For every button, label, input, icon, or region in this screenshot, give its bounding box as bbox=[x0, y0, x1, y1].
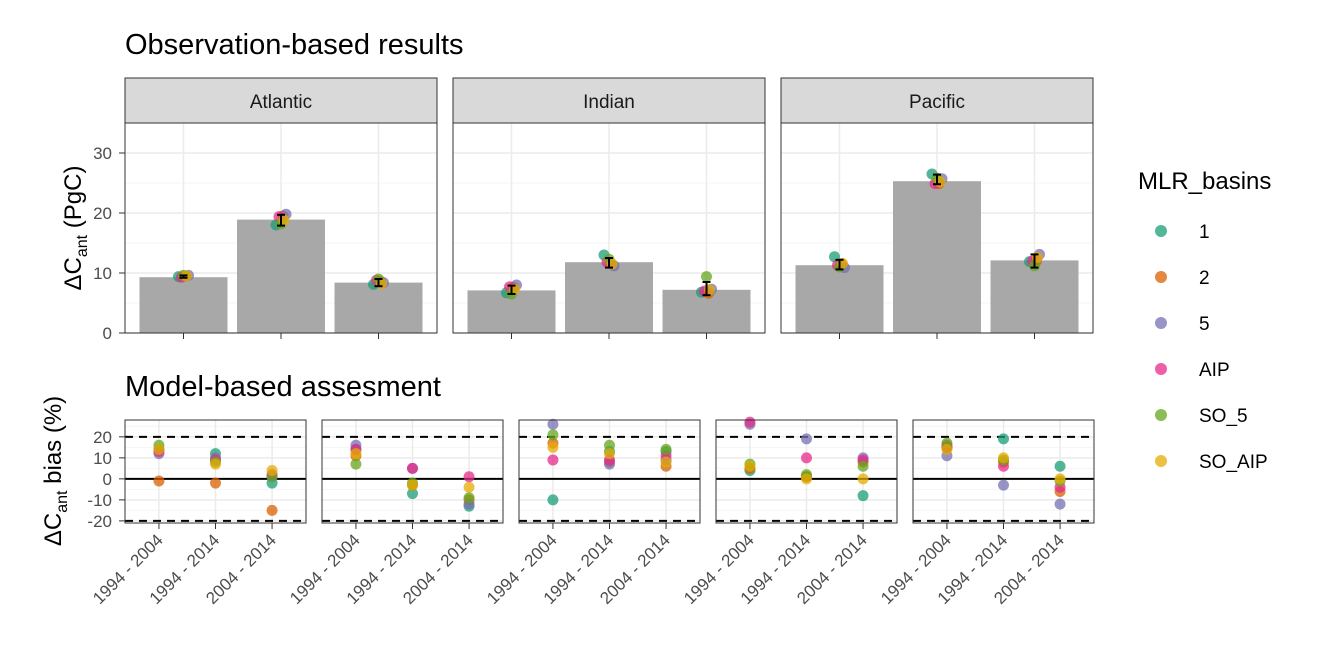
obs-point bbox=[701, 271, 712, 283]
bias-point bbox=[998, 452, 1009, 464]
legend-key bbox=[1155, 455, 1167, 467]
facet-label: Atlantic bbox=[250, 92, 312, 113]
legend-key bbox=[1155, 409, 1167, 421]
facet-strip bbox=[452, 77, 766, 124]
legend-key bbox=[1155, 271, 1167, 283]
bias-point bbox=[660, 443, 672, 455]
bias-point bbox=[801, 473, 812, 485]
top-y-label-tail: (PgC) bbox=[60, 166, 87, 235]
bias-point bbox=[1054, 460, 1066, 472]
bar bbox=[237, 219, 325, 333]
bar bbox=[139, 277, 228, 333]
bias-point bbox=[266, 504, 278, 516]
panel-border bbox=[518, 419, 701, 524]
legend-key bbox=[1155, 317, 1167, 329]
bias-point bbox=[350, 448, 362, 460]
top-chart: 0 10 20 30 Atlantic Indian Pacific bbox=[93, 77, 1094, 343]
panel-border bbox=[124, 122, 438, 334]
legend-label: 2 bbox=[1199, 268, 1210, 289]
legend-label: 5 bbox=[1199, 314, 1210, 335]
bar bbox=[990, 260, 1079, 333]
bias-point bbox=[857, 490, 869, 502]
legend-key bbox=[1155, 363, 1167, 375]
bias-point bbox=[463, 471, 475, 483]
facet-strip bbox=[780, 77, 1094, 124]
top-y-tick-label: 0 bbox=[103, 324, 112, 343]
bias-point bbox=[407, 488, 418, 500]
bias-point bbox=[547, 454, 559, 466]
bias-point bbox=[210, 477, 221, 489]
bias-point bbox=[801, 452, 812, 464]
bottom-y-tick-label: 20 bbox=[93, 428, 112, 447]
legend-label: AIP bbox=[1199, 360, 1230, 381]
panel-border bbox=[912, 419, 1095, 524]
bias-point bbox=[604, 448, 615, 460]
bias-point bbox=[153, 443, 165, 455]
bottom-y-label-sub: ant bbox=[54, 490, 71, 513]
bottom-y-tick-label: 10 bbox=[93, 449, 112, 468]
bias-point bbox=[801, 433, 812, 445]
legend-label: SO_5 bbox=[1199, 406, 1248, 427]
bias-point bbox=[547, 494, 559, 506]
bias-point bbox=[547, 418, 559, 430]
legend-label: 1 bbox=[1199, 222, 1210, 243]
bias-point bbox=[1054, 473, 1066, 485]
top-y-label-main: ΔC bbox=[60, 257, 87, 290]
panel-border bbox=[452, 122, 766, 334]
bar bbox=[565, 262, 653, 333]
facet-strip bbox=[124, 77, 438, 124]
svg-text:ΔCant (PgC): ΔCant (PgC) bbox=[60, 166, 91, 291]
bias-point bbox=[547, 441, 559, 453]
bias-point bbox=[857, 473, 869, 485]
legend-label: SO_AIP bbox=[1199, 452, 1268, 473]
panel-border bbox=[124, 419, 307, 524]
bias-point bbox=[210, 458, 221, 470]
panel-border bbox=[780, 122, 1094, 334]
svg-text:ΔCant bias (%): ΔCant bias (%) bbox=[40, 396, 71, 546]
top-y-axis-label: ΔCant (PgC) bbox=[60, 166, 91, 291]
bottom-y-label-main: ΔC bbox=[40, 513, 67, 546]
legend-title: MLR_basins bbox=[1138, 168, 1271, 195]
facet-label: Indian bbox=[583, 92, 635, 113]
bias-point bbox=[153, 475, 165, 487]
bias-point bbox=[857, 460, 869, 472]
bias-point bbox=[463, 481, 475, 493]
bias-point bbox=[660, 456, 672, 468]
bias-point bbox=[407, 479, 418, 491]
bias-point bbox=[941, 443, 953, 455]
top-y-tick-label: 30 bbox=[93, 144, 112, 163]
bias-point bbox=[604, 439, 615, 451]
top-y-tick-label: 20 bbox=[93, 204, 112, 223]
bias-point bbox=[350, 458, 362, 470]
bias-point bbox=[463, 492, 475, 504]
bottom-y-axis-label: ΔCant bias (%) bbox=[40, 396, 71, 546]
bias-point bbox=[744, 460, 756, 472]
top-y-tick-label: 10 bbox=[93, 264, 112, 283]
top-y-label-sub: ant bbox=[74, 234, 91, 257]
bias-point bbox=[998, 433, 1009, 445]
bias-point bbox=[998, 479, 1009, 491]
bias-point bbox=[407, 462, 418, 474]
bar bbox=[334, 282, 423, 333]
bias-point bbox=[744, 416, 756, 428]
bias-point bbox=[1054, 498, 1066, 510]
bar bbox=[893, 181, 981, 333]
bias-point bbox=[547, 429, 559, 441]
panel-border bbox=[321, 419, 504, 524]
top-chart-title: Observation-based results bbox=[125, 29, 464, 61]
bar bbox=[795, 265, 884, 333]
legend-items: 1 2 5 AIP SO_5 SO_AIP bbox=[1155, 222, 1268, 473]
bias-point bbox=[266, 464, 278, 476]
bottom-chart-title: Model-based assesment bbox=[125, 371, 441, 403]
bottom-y-label-tail: bias (%) bbox=[40, 396, 67, 491]
bottom-y-tick-label: 0 bbox=[103, 470, 112, 489]
legend-key bbox=[1155, 225, 1167, 237]
legend: MLR_basins 1 2 5 AIP SO_5 SO_AIP bbox=[1138, 168, 1271, 473]
bottom-y-tick-label: -10 bbox=[87, 491, 112, 510]
bottom-y-tick-label: -20 bbox=[87, 512, 112, 531]
panel-border bbox=[715, 419, 898, 524]
facet-label: Pacific bbox=[909, 92, 965, 113]
